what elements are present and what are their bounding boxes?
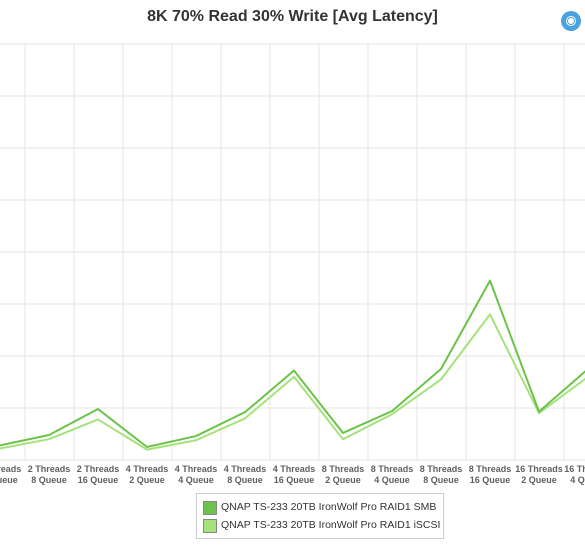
- x-tick-label: 4 Threads 8 Queue: [224, 464, 267, 485]
- x-tick-label: 8 Threads 2 Queue: [322, 464, 365, 485]
- x-tick-label: 4 Threads 2 Queue: [126, 464, 169, 485]
- x-tick-label: 8 Threads 8 Queue: [420, 464, 463, 485]
- series-line-iscsi[interactable]: [0, 313, 585, 451]
- legend-label-smb: QNAP TS-233 20TB IronWolf Pro RAID1 SMB: [221, 501, 437, 513]
- x-tick-label: 16 Threads 2 Queue: [515, 464, 563, 485]
- legend-swatch-iscsi: [203, 519, 217, 533]
- legend-label-iscsi: QNAP TS-233 20TB IronWolf Pro RAID1 iSCS…: [221, 519, 441, 531]
- chart-title: 8K 70% Read 30% Write [Avg Latency]: [147, 8, 438, 25]
- x-tick-label: 2 Threads 16 Queue: [77, 464, 120, 485]
- context-menu-icon[interactable]: [561, 11, 581, 31]
- x-tick-label: 2 Threads 8 Queue: [28, 464, 71, 485]
- legend: QNAP TS-233 20TB IronWolf Pro RAID1 SMB …: [196, 493, 444, 539]
- x-tick-label: 4 Threads 4 Queue: [175, 464, 218, 485]
- x-tick-label: 8 Threads 16 Queue: [469, 464, 512, 485]
- series-line-smb[interactable]: [0, 279, 585, 448]
- x-tick-label: 4 Threads 16 Queue: [273, 464, 316, 485]
- legend-swatch-smb: [203, 501, 217, 515]
- x-tick-label: 8 Threads 4 Queue: [371, 464, 414, 485]
